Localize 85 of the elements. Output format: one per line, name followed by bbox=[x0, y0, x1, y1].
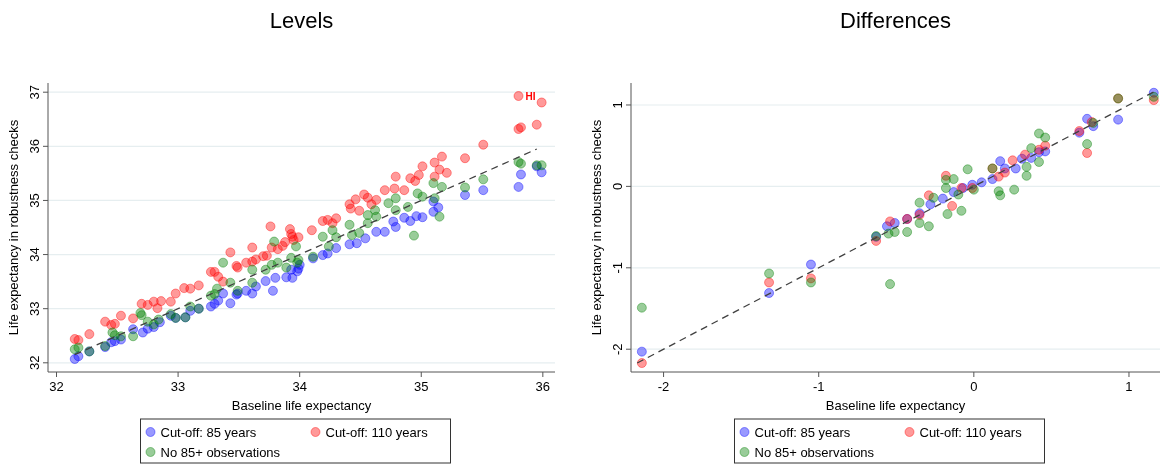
point bbox=[1082, 148, 1093, 159]
x-tick-label: 33 bbox=[170, 379, 186, 394]
point bbox=[942, 209, 953, 220]
point bbox=[260, 276, 271, 287]
point bbox=[1113, 114, 1124, 125]
legend-label: Cut-off: 110 years bbox=[919, 424, 1023, 440]
point bbox=[995, 190, 1006, 201]
x-tick-label: 0 bbox=[970, 379, 978, 394]
chart-title: Levels bbox=[269, 8, 334, 33]
point bbox=[956, 205, 967, 216]
point bbox=[937, 193, 948, 204]
x-tick-label: -1 bbox=[812, 379, 825, 394]
y-tick-label: 33 bbox=[27, 301, 42, 316]
x-tick-label: 32 bbox=[49, 379, 64, 394]
point bbox=[948, 174, 959, 185]
y-tick-label: 37 bbox=[27, 84, 42, 100]
y-axis-title: Life expectancy in robustness checks bbox=[6, 119, 21, 336]
point bbox=[371, 226, 382, 237]
point bbox=[1148, 91, 1159, 102]
point bbox=[433, 202, 444, 213]
x-tick-label: 1 bbox=[1125, 379, 1133, 394]
y-tick-label: 36 bbox=[27, 139, 42, 154]
point bbox=[513, 181, 524, 192]
point bbox=[405, 216, 416, 227]
annotation: HI bbox=[525, 90, 536, 102]
point bbox=[805, 277, 816, 288]
point bbox=[1026, 143, 1037, 154]
x-tick-label: 34 bbox=[292, 379, 307, 394]
chart-title: Differences bbox=[840, 8, 951, 33]
point bbox=[947, 200, 958, 211]
point bbox=[478, 185, 489, 196]
point bbox=[636, 346, 647, 357]
point bbox=[764, 277, 775, 288]
point bbox=[360, 233, 371, 244]
point bbox=[889, 226, 900, 237]
point bbox=[267, 285, 278, 296]
legend-label: Cut-off: 85 years bbox=[160, 424, 257, 440]
x-tick-label: 35 bbox=[414, 379, 429, 394]
point bbox=[1009, 184, 1020, 195]
point bbox=[902, 226, 913, 237]
point bbox=[764, 268, 775, 279]
point bbox=[1020, 149, 1031, 160]
legend-label: No 85+ observations bbox=[754, 444, 875, 460]
y-tick-label: -2 bbox=[610, 343, 625, 355]
point bbox=[636, 302, 647, 313]
x-tick-label: 36 bbox=[535, 379, 551, 394]
point bbox=[914, 218, 925, 229]
y-tick-label: 32 bbox=[27, 355, 42, 371]
point bbox=[460, 190, 471, 201]
point bbox=[1021, 170, 1032, 181]
point bbox=[417, 212, 428, 223]
point bbox=[247, 288, 258, 299]
point bbox=[1082, 139, 1093, 150]
x-axis-title: Baseline life expectancy bbox=[825, 398, 966, 413]
point bbox=[1034, 156, 1044, 167]
x-tick-label: -2 bbox=[657, 379, 670, 394]
point bbox=[940, 183, 951, 194]
point bbox=[1007, 155, 1018, 166]
legend-label: Cut-off: 110 years bbox=[325, 424, 429, 440]
point bbox=[885, 216, 896, 227]
point bbox=[962, 164, 973, 175]
point bbox=[1010, 163, 1021, 174]
legend-label: No 85+ observations bbox=[160, 444, 281, 460]
point bbox=[885, 279, 896, 290]
legend-label: Cut-off: 85 years bbox=[754, 424, 851, 440]
point bbox=[928, 192, 939, 203]
point bbox=[805, 259, 816, 270]
y-axis-title: Life expectancy in robustness checks bbox=[589, 119, 604, 336]
point bbox=[515, 169, 526, 180]
point bbox=[1021, 161, 1032, 172]
point bbox=[390, 221, 401, 232]
y-tick-label: 35 bbox=[27, 193, 42, 208]
point bbox=[914, 197, 925, 208]
point bbox=[351, 238, 362, 249]
y-tick-label: 1 bbox=[610, 101, 625, 109]
point bbox=[1040, 132, 1051, 143]
point bbox=[923, 221, 934, 232]
point bbox=[995, 156, 1006, 167]
point bbox=[270, 272, 281, 283]
point bbox=[225, 298, 236, 309]
point bbox=[379, 226, 390, 237]
y-tick-label: -1 bbox=[610, 262, 625, 274]
y-tick-label: 34 bbox=[27, 247, 42, 262]
y-tick-label: 0 bbox=[610, 182, 625, 191]
x-axis-title: Baseline life expectancy bbox=[231, 398, 372, 413]
